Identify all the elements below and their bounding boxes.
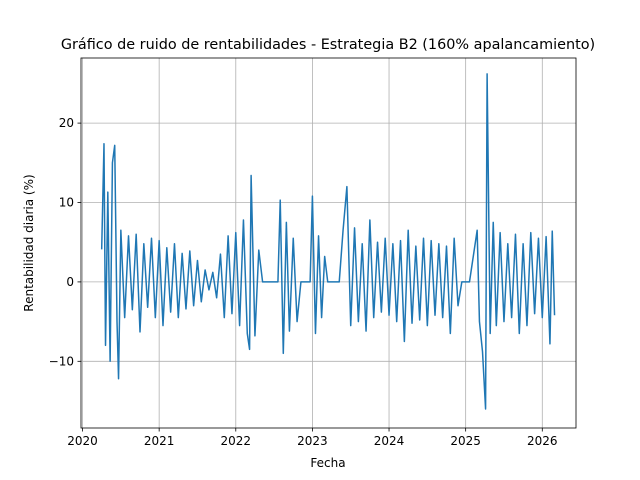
x-tick-label: 2023 xyxy=(297,434,328,448)
y-tick-label: 0 xyxy=(66,275,74,289)
x-tick-label: 2021 xyxy=(144,434,175,448)
y-axis-label: Rentabilidad diaria (%) xyxy=(22,174,36,311)
data-line xyxy=(100,73,556,410)
x-tick-label: 2026 xyxy=(527,434,558,448)
plot-frame xyxy=(80,57,577,429)
x-tick-label: 2024 xyxy=(374,434,405,448)
x-tick-label: 2020 xyxy=(67,434,98,448)
y-tick-label: 20 xyxy=(59,116,74,130)
chart-title: Gráfico de ruido de rentabilidades - Est… xyxy=(61,37,595,53)
x-tick-label: 2025 xyxy=(450,434,481,448)
y-tick-label: 10 xyxy=(59,196,74,210)
x-axis-label: Fecha xyxy=(310,456,345,470)
x-tick-label: 2022 xyxy=(221,434,252,448)
y-tick-label: −10 xyxy=(49,354,74,368)
